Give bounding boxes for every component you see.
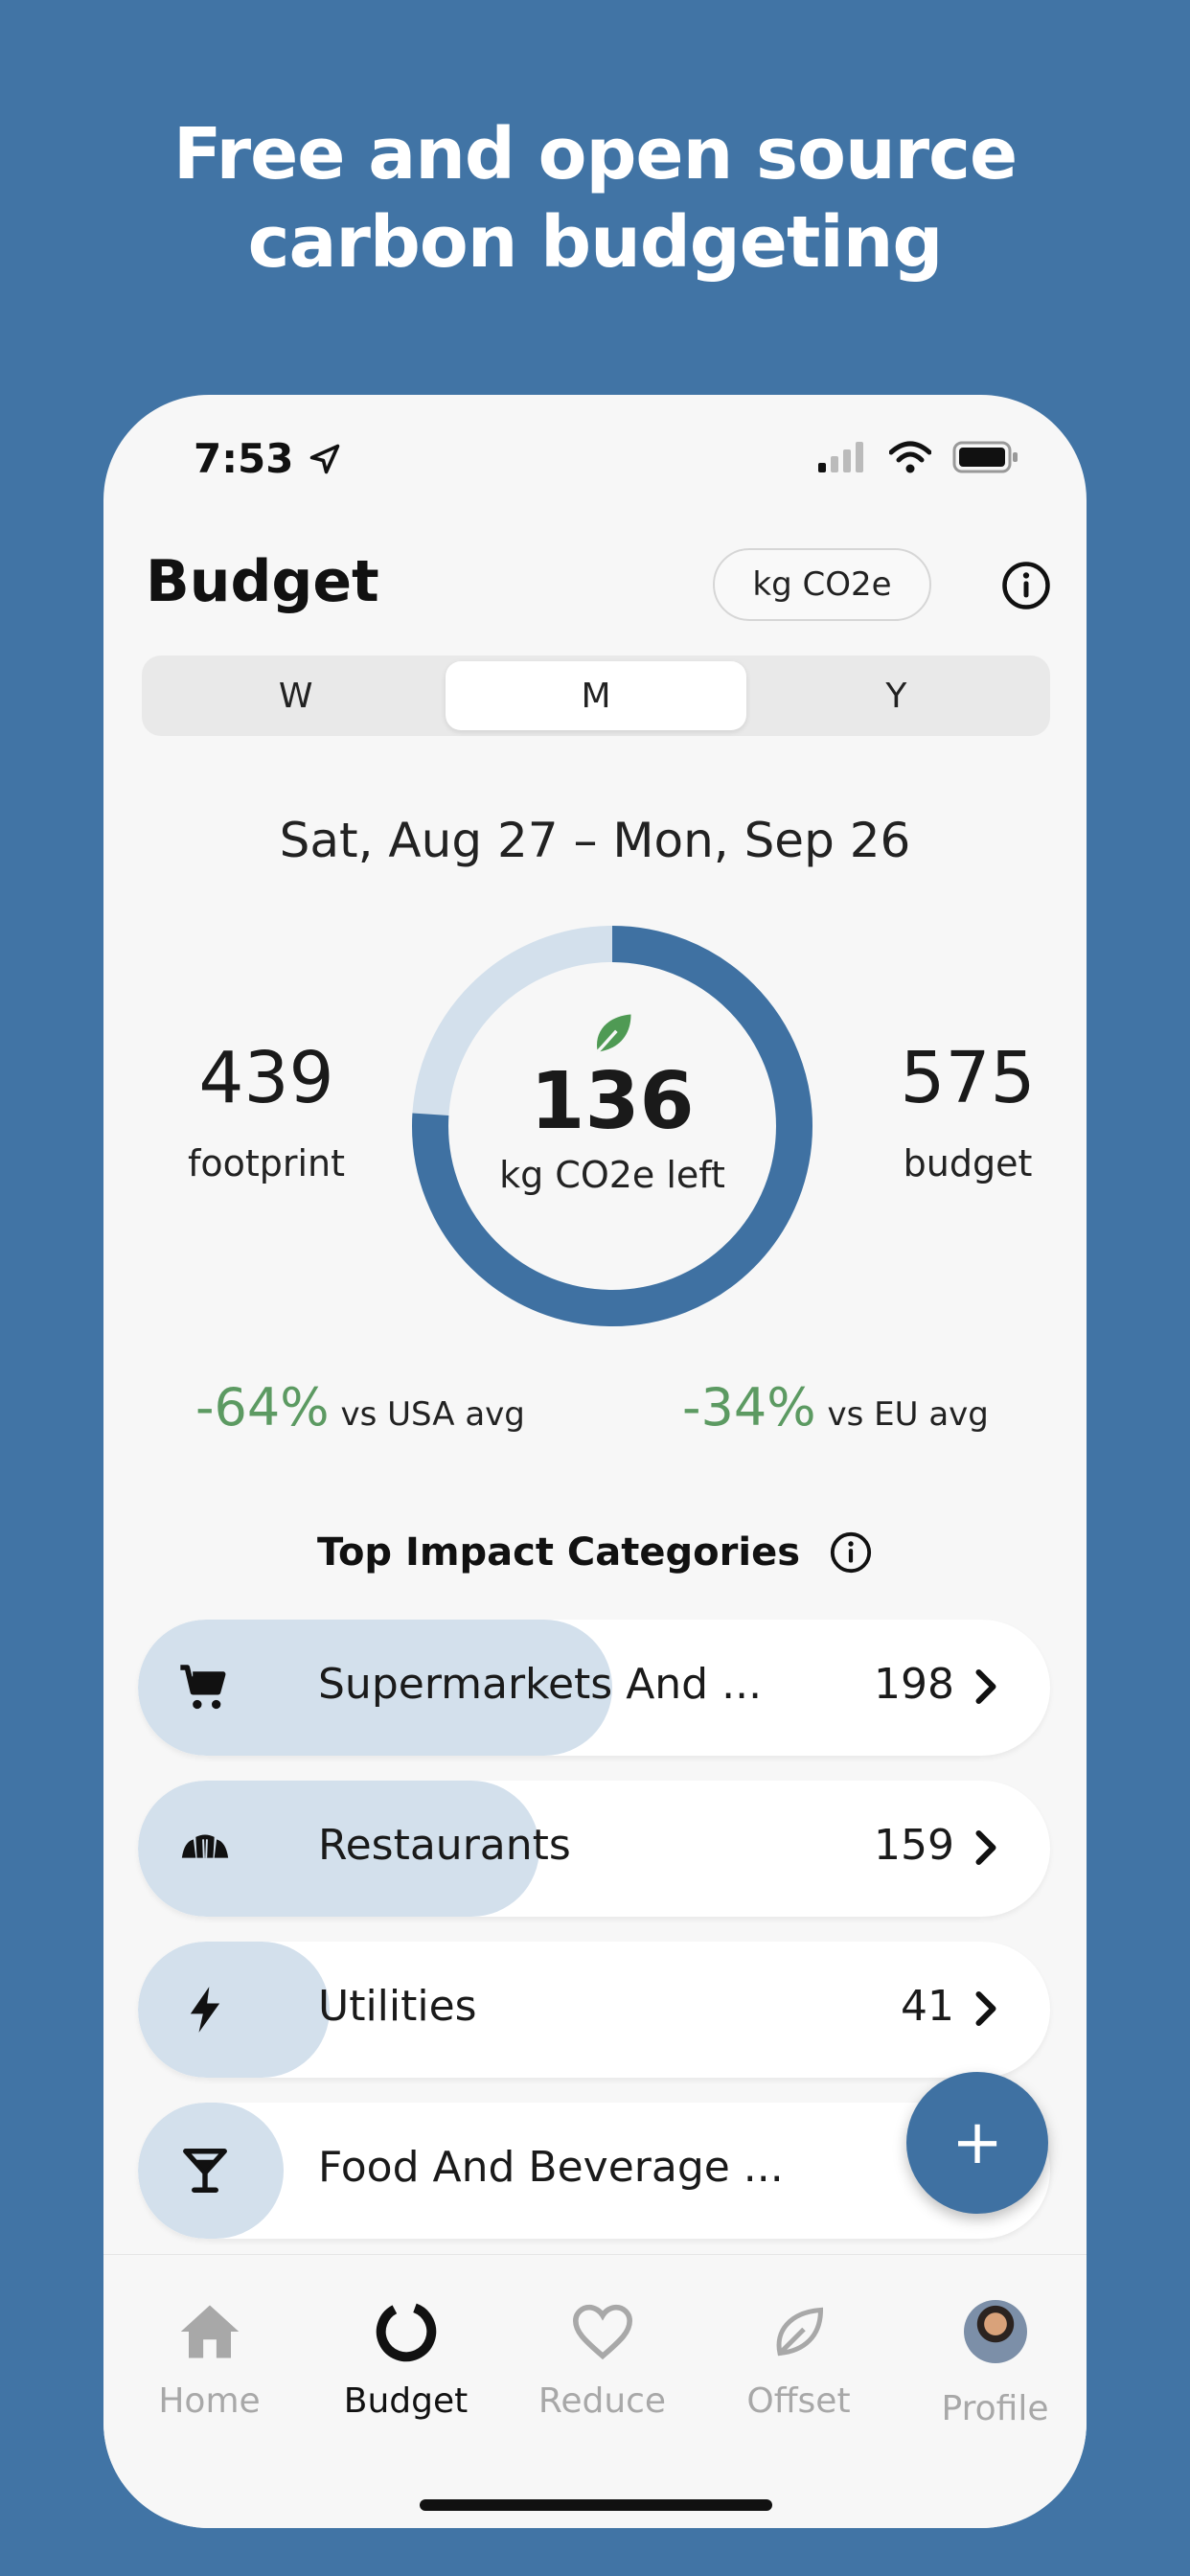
bolt-icon <box>176 1981 234 2038</box>
usa-comparison-pct: -64% <box>195 1377 330 1438</box>
phone-screen: 7:53 Budget kg CO2e W M Y <box>103 395 1087 2528</box>
category-name: Utilities <box>318 1982 477 2031</box>
tab-reduce[interactable]: Reduce <box>504 2293 700 2421</box>
tab-label: Budget <box>343 2381 469 2421</box>
budget-donut-chart <box>412 926 812 1326</box>
footprint-value: 439 <box>198 1037 334 1119</box>
category-name: Supermarkets And ... <box>318 1660 763 1709</box>
tab-label: Reduce <box>538 2381 667 2421</box>
cart-icon <box>176 1659 234 1716</box>
tab-label: Profile <box>941 2389 1049 2428</box>
leaf-icon <box>596 1014 631 1053</box>
chevron-right-icon <box>975 1991 996 2026</box>
budget-value: 575 <box>900 1037 1036 1119</box>
top-categories-header: Top Impact Categories <box>103 1530 1087 1575</box>
cellular-signal-icon <box>818 442 863 472</box>
cocktail-icon <box>176 2142 234 2199</box>
chevron-right-icon <box>975 1830 996 1865</box>
location-arrow-icon <box>309 444 340 474</box>
page-title: Budget <box>146 548 379 615</box>
period-tab-week[interactable]: W <box>278 676 313 716</box>
date-range: Sat, Aug 27 – Mon, Sep 26 <box>279 813 911 868</box>
category-value: 159 <box>874 1821 954 1870</box>
period-tab-year[interactable]: Y <box>885 676 907 716</box>
tab-label: Home <box>158 2381 261 2421</box>
budget-label: budget <box>903 1142 1033 1184</box>
usa-comparison-label: vs USA avg <box>340 1395 525 1434</box>
tab-home[interactable]: Home <box>111 2293 308 2421</box>
remaining-value: 136 <box>530 1056 695 1147</box>
eu-comparison-label: vs EU avg <box>827 1395 989 1434</box>
tab-profile[interactable]: Profile <box>897 2293 1087 2428</box>
category-name: Food And Beverage ... <box>318 2143 784 2192</box>
status-icons <box>818 441 1019 473</box>
avatar <box>963 2300 1027 2363</box>
category-value: 41 <box>901 1982 954 2031</box>
chevron-right-icon <box>975 1669 996 1704</box>
category-row-utilities[interactable]: Utilities 41 <box>138 1942 1050 2078</box>
period-tab-month[interactable]: M <box>446 661 746 730</box>
tab-offset[interactable]: Offset <box>700 2293 897 2421</box>
eu-comparison-pct: -34% <box>682 1377 816 1438</box>
tab-bar: Home Budget Reduce Offset Profile <box>103 2254 1087 2528</box>
category-row-restaurants[interactable]: Restaurants 159 <box>138 1781 1050 1917</box>
promo-headline: Free and open source carbon budgeting <box>0 110 1190 287</box>
unit-toggle-button[interactable]: kg CO2e <box>713 548 931 621</box>
tab-budget[interactable]: Budget <box>308 2293 504 2421</box>
battery-icon <box>952 441 1018 473</box>
home-indicator <box>420 2499 772 2511</box>
usa-comparison: -64% vs USA avg <box>195 1377 525 1438</box>
remaining-label: kg CO2e left <box>499 1154 725 1196</box>
status-time: 7:53 <box>194 435 342 482</box>
info-icon[interactable] <box>829 1530 873 1575</box>
promo-line-2: carbon budgeting <box>247 201 944 284</box>
category-row-supermarkets[interactable]: Supermarkets And ... 198 <box>138 1620 1050 1756</box>
heart-icon <box>504 2293 700 2370</box>
wifi-icon <box>889 441 931 473</box>
croissant-icon <box>176 1820 234 1877</box>
donut-icon <box>308 2293 504 2370</box>
eu-comparison: -34% vs EU avg <box>682 1377 989 1438</box>
category-row-food-and-beverage[interactable]: Food And Beverage ... 1 <box>138 2103 1050 2239</box>
category-value: 198 <box>874 1660 954 1709</box>
info-icon[interactable] <box>1000 560 1052 611</box>
add-button[interactable]: + <box>906 2072 1048 2214</box>
promo-line-1: Free and open source <box>172 113 1018 196</box>
tab-label: Offset <box>746 2381 851 2421</box>
leaf-icon <box>700 2293 897 2370</box>
footprint-label: footprint <box>187 1142 346 1184</box>
category-name: Restaurants <box>318 1821 571 1870</box>
donut-used-arc <box>412 926 812 1326</box>
home-icon <box>111 2293 308 2370</box>
top-categories-title: Top Impact Categories <box>316 1530 801 1575</box>
category-bar-fill <box>138 1942 330 2078</box>
category-bar-fill <box>138 2103 285 2239</box>
period-segmented-control: W M Y <box>142 656 1050 736</box>
